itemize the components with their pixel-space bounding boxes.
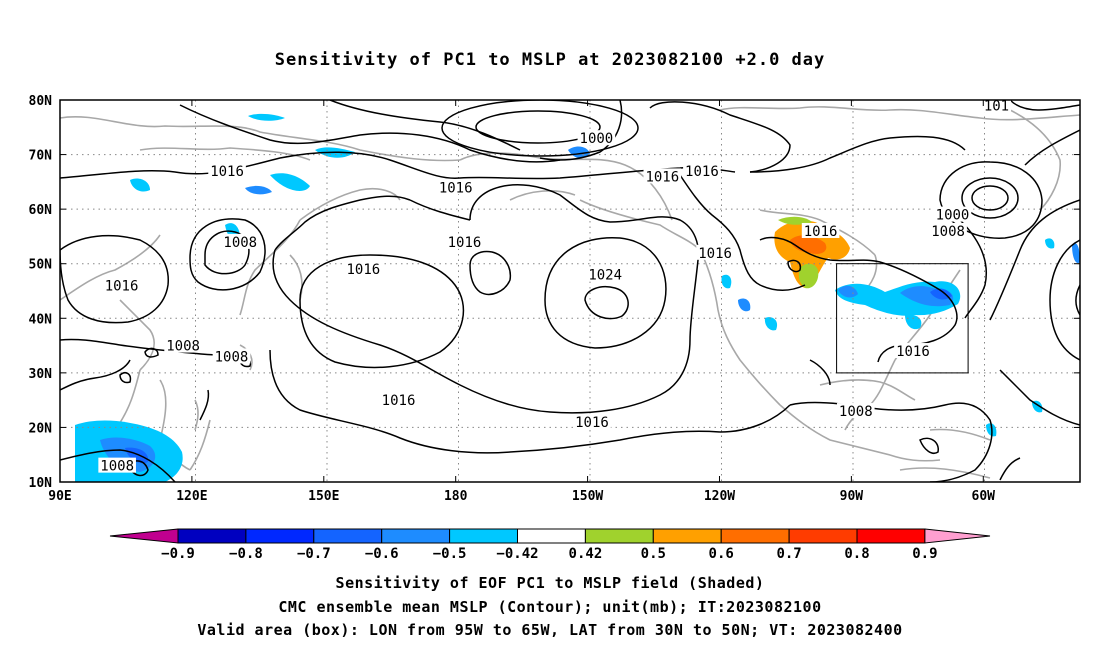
lon-label: 180 [444,489,468,504]
contour-label: 1016 [347,262,381,278]
lat-label: 20N [29,421,53,436]
contour-label: 1008 [166,339,200,355]
lat-label: 60N [29,203,53,218]
contour-label: 1024 [588,268,622,284]
contour-label-bg [379,392,418,408]
contour-label-bg [344,261,383,277]
lon-label: 150W [572,489,603,504]
colorbar-label: 0.9 [912,546,937,562]
colorbar-swatch [313,528,383,544]
contour-label-bg [683,162,721,178]
contour-label: 1016 [382,393,416,409]
colorbar-label: 0.8 [844,546,869,562]
contour-label: 1000 [580,131,614,147]
lon-label: 120E [176,489,207,504]
colorbar-swatch [381,528,451,544]
contour-label-bg [573,413,611,429]
colorbar-label: 0.6 [709,546,734,562]
caption-valid-area: Valid area (box): LON from 95W to 65W, L… [197,621,903,639]
caption-shading: Sensitivity of EOF PC1 to MSLP field (Sh… [335,574,765,592]
contour-label: 1016 [645,169,679,185]
contour-label-bg [445,233,484,249]
colorbar-swatch [517,528,586,544]
colorbar-triangle-left [109,528,179,544]
colorbar-label: −0.5 [433,546,467,562]
chart-title: Sensitivity of PC1 to MSLP at 2023082100… [274,50,826,70]
contour-label-bg [577,130,616,146]
colorbar-label: 0.5 [641,546,666,562]
lon-label: 60W [972,489,996,504]
contour-label: 1016 [575,415,609,431]
contour-label-bg [981,100,1012,113]
colorbar-label: −0.6 [365,546,399,562]
contour-label: 1016 [105,279,139,295]
colorbar-swatch [245,528,315,544]
contour-label: 1016 [698,246,732,262]
colorbar-label: 0.42 [569,546,603,562]
colorbar-swatch [720,528,790,544]
map-frame [59,99,1081,483]
lon-label: 90E [48,489,71,504]
contour-label: 1008 [839,404,873,420]
contour-label-bg [933,206,972,222]
colorbar-label: 0.7 [776,546,801,562]
contour-label-bg [894,343,932,359]
longitude-labels: 90E 120E 150E 180 150W 120W 90W 60W [48,489,995,504]
contour-label: 1008 [100,459,134,475]
colorbar-labels: −0.9 −0.8 −0.7 −0.6 −0.5 −0.42 0.42 0.5 0.6 0.7 0.… [161,546,937,562]
lat-label: 40N [29,312,53,327]
contour-label: 1008 [223,235,257,251]
contour-label: 1016 [804,224,838,240]
contour-label-bg [929,222,967,238]
colorbar [109,528,991,544]
colorbar-label: −0.8 [229,546,263,562]
contour-label: 1000 [936,208,970,224]
contour-label-bg [164,337,202,353]
contour-label-bg [643,168,682,184]
lat-label: 80N [29,94,53,109]
colorbar-swatch [788,528,858,544]
contour-label-bg [436,179,475,195]
contour-label: 1016 [210,164,244,180]
valid-area-box [836,263,969,374]
contour-label-bg [696,244,734,260]
contour-label-bg [208,162,246,178]
colorbar-label: −0.7 [297,546,331,562]
contour-label: 1016 [685,164,719,180]
contour-label: 1008 [215,349,249,365]
contour-label-bg [836,403,875,419]
lat-label: 30N [29,367,53,382]
colorbar-swatch [584,528,654,544]
contour-label: 1016 [896,344,930,360]
lon-label: 120W [704,489,735,504]
colorbar-swatch [652,528,722,544]
lat-label: 10N [29,476,53,491]
contour-label: 1016 [439,180,473,196]
latitude-labels: 80N 70N 60N 50N 40N 30N 20N 10N [29,94,53,491]
colorbar-swatch [177,528,247,544]
colorbar-swatch [449,528,519,544]
contour-label-bg [801,222,840,238]
colorbar-swatch [856,528,926,544]
lat-label: 50N [29,258,53,273]
contour-label: 1008 [931,224,965,240]
contour-label: 1016 [448,235,482,251]
colorbar-label: −0.9 [161,546,195,562]
contour-label-bg [221,233,260,249]
contour-label: 101 [984,98,1009,114]
colorbar-triangle-right [924,528,991,544]
contour-label-bg [102,277,141,293]
lon-label: 90W [840,489,864,504]
contour-label-bg [586,266,624,282]
colorbar-label: −0.42 [496,546,538,562]
contour-label-bg [212,348,251,364]
lat-label: 70N [29,149,53,164]
contour-label-bg [98,457,136,473]
lon-label: 150E [308,489,339,504]
caption-contour: CMC ensemble mean MSLP (Contour); unit(m… [278,598,822,616]
axis-ticks [59,99,1080,483]
